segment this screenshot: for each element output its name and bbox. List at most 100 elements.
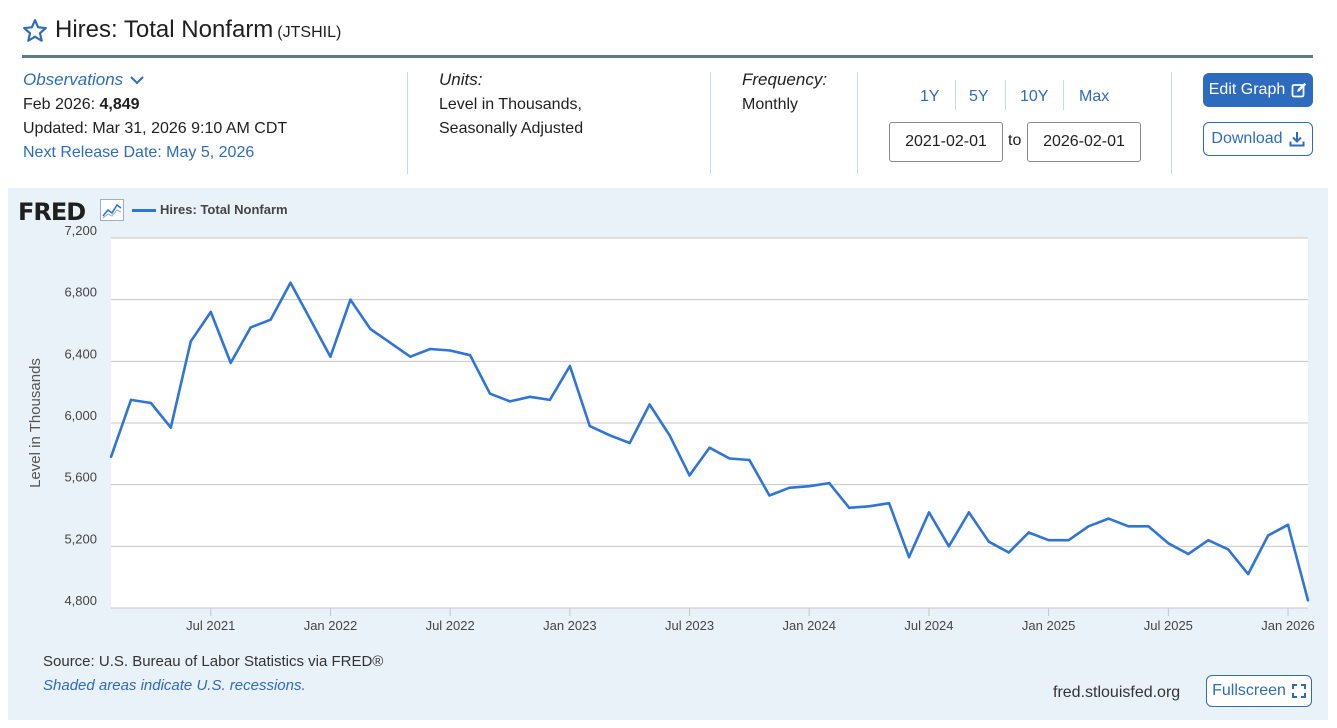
- observations-panel: Observations Feb 2026: 4,849 Updated: Ma…: [23, 70, 287, 175]
- data-point: [967, 511, 971, 514]
- data-point: [867, 505, 871, 508]
- data-point: [329, 355, 332, 358]
- data-point: [448, 349, 452, 352]
- data-point: [608, 434, 611, 437]
- divider: [857, 72, 858, 174]
- data-point: [1027, 531, 1030, 534]
- chevron-down-icon: [130, 76, 144, 85]
- y-axis-label: Level in Thousands: [27, 358, 44, 488]
- x-tick-label: Jan 2026: [1261, 618, 1315, 633]
- end-date-input[interactable]: [1027, 122, 1141, 162]
- range-10y-button[interactable]: 10Y: [1020, 88, 1049, 105]
- next-release-link[interactable]: Next Release Date: May 5, 2026: [23, 144, 255, 161]
- data-point: [1167, 542, 1170, 545]
- series-code: (JTSHIL): [277, 24, 342, 41]
- frequency-panel: Frequency: Monthly: [742, 70, 827, 175]
- range-5y-button[interactable]: 5Y: [969, 88, 989, 105]
- page-title: Hires: Total Nonfarm (JTSHIL): [55, 16, 341, 44]
- latest-observation: Feb 2026: 4,849: [23, 96, 287, 114]
- data-point: [788, 486, 791, 489]
- data-point: [548, 398, 552, 402]
- data-point: [1007, 551, 1010, 554]
- data-point: [1227, 548, 1230, 551]
- y-tick-label: 6,800: [64, 285, 97, 300]
- units-line-2: Seasonally Adjusted: [439, 120, 584, 137]
- data-point: [269, 318, 272, 321]
- data-point: [149, 401, 153, 405]
- data-point: [668, 434, 671, 437]
- data-point: [588, 424, 591, 428]
- download-button[interactable]: Download: [1203, 122, 1313, 156]
- observations-dropdown[interactable]: Observations: [23, 70, 287, 90]
- data-point: [1067, 538, 1070, 542]
- y-tick-label: 6,400: [64, 346, 97, 361]
- data-point: [289, 281, 292, 284]
- latest-observation-date: Feb 2026:: [23, 96, 100, 113]
- units-line-1: Level in Thousands,: [439, 96, 582, 113]
- units-label: Units:: [439, 70, 483, 89]
- range-1y-button[interactable]: 1Y: [920, 88, 940, 105]
- updated-text: Updated: Mar 31, 2026 9:10 AM CDT: [23, 120, 288, 137]
- data-point: [1187, 552, 1190, 556]
- x-tick-label: Jan 2022: [304, 618, 358, 633]
- range-max-button[interactable]: Max: [1079, 88, 1110, 105]
- line-chart[interactable]: 4,800 5,200 5,600 6,000 6,400 6,800 7,200 Jul 2…: [8, 188, 1328, 648]
- data-point: [488, 392, 492, 395]
- star-icon[interactable]: [22, 18, 48, 44]
- data-point: [528, 395, 532, 398]
- observations-label: Observations: [23, 70, 124, 89]
- divider: [407, 72, 408, 174]
- data-point: [947, 545, 951, 548]
- data-point: [847, 506, 851, 509]
- data-point: [1286, 523, 1290, 526]
- data-point: [1306, 599, 1310, 602]
- to-label: to: [1008, 132, 1022, 149]
- range-divider: [1063, 80, 1064, 110]
- start-date-input[interactable]: [889, 122, 1003, 162]
- frequency-value: Monthly: [742, 96, 799, 113]
- y-tick-label: 5,200: [64, 531, 97, 546]
- data-point: [189, 340, 192, 343]
- y-tick-label: 7,200: [64, 223, 97, 238]
- download-label: Download: [1211, 130, 1283, 147]
- data-point: [369, 327, 372, 331]
- data-point: [389, 341, 392, 345]
- series-title: Hires: Total Nonfarm: [55, 16, 274, 43]
- data-point: [987, 540, 990, 543]
- legend-label: Hires: Total Nonfarm: [160, 202, 288, 217]
- data-point: [1246, 572, 1250, 576]
- data-point: [1107, 517, 1110, 520]
- edit-graph-button[interactable]: Edit Graph: [1203, 73, 1313, 107]
- data-point: [648, 403, 651, 406]
- data-point: [1207, 538, 1210, 542]
- x-tick-label: Jan 2024: [783, 618, 837, 633]
- x-tick-label: Jul 2025: [1144, 618, 1193, 633]
- data-point: [887, 501, 891, 505]
- data-point: [708, 446, 711, 449]
- x-tick-label: Jan 2025: [1022, 618, 1076, 633]
- data-point: [728, 457, 731, 460]
- y-tick-label: 4,800: [64, 593, 97, 608]
- legend-swatch: [132, 209, 156, 212]
- line-chart-icon: [100, 199, 124, 221]
- data-point: [429, 347, 432, 351]
- data-point: [808, 485, 811, 488]
- x-tick-label: Jul 2024: [904, 618, 953, 633]
- fullscreen-icon: [1291, 684, 1306, 698]
- fullscreen-button[interactable]: Fullscreen: [1206, 675, 1312, 707]
- data-point: [1147, 525, 1150, 528]
- y-tick-label: 6,000: [64, 408, 97, 423]
- latest-observation-value: 4,849: [99, 96, 140, 113]
- site-link[interactable]: fred.stlouisfed.org: [1053, 684, 1181, 701]
- data-point: [349, 298, 352, 301]
- data-point: [169, 426, 173, 429]
- data-point: [1087, 525, 1090, 528]
- range-divider: [1005, 80, 1006, 110]
- download-icon: [1289, 132, 1305, 147]
- data-point: [748, 458, 751, 462]
- data-point: [109, 455, 113, 459]
- data-point: [568, 364, 572, 368]
- page-header: Hires: Total Nonfarm (JTSHIL): [22, 14, 1313, 58]
- data-point: [229, 361, 232, 365]
- x-tick-label: Jul 2021: [186, 618, 235, 633]
